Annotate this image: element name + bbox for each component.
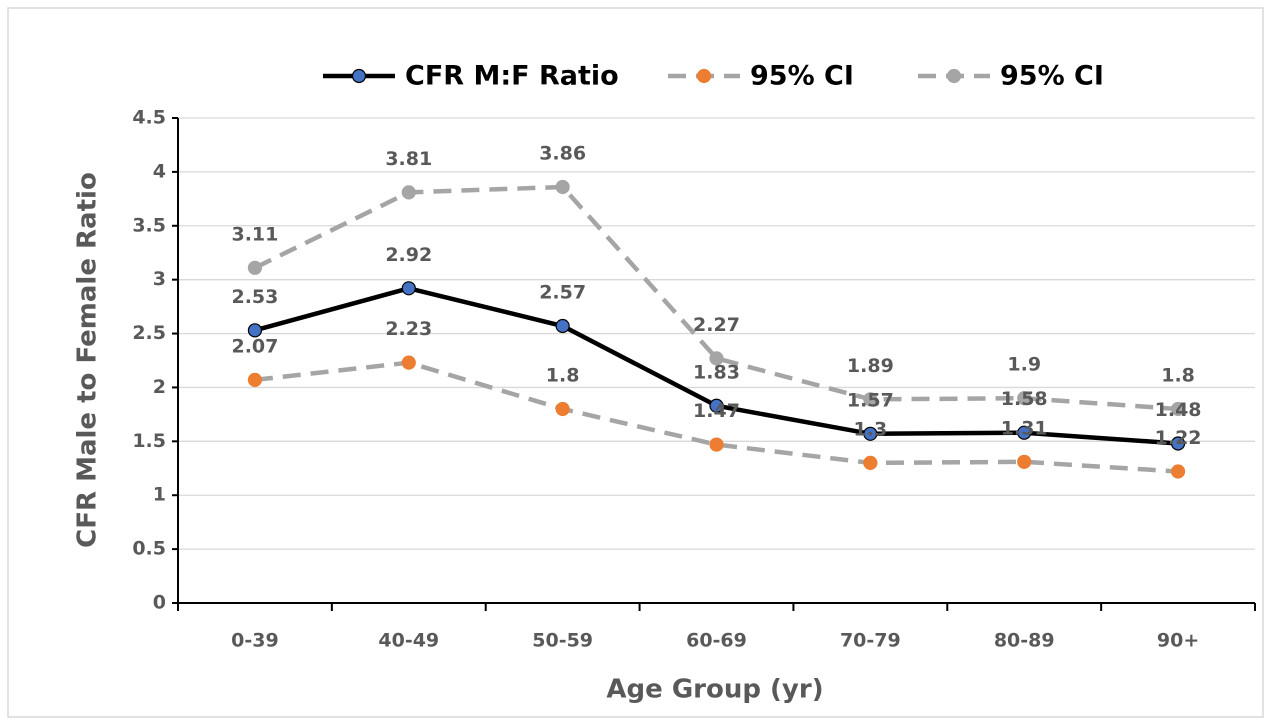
y-tick-label: 3.5	[132, 214, 166, 236]
marker	[709, 398, 724, 413]
data-label: 1.8	[546, 365, 580, 387]
y-tick-label: 1.5	[132, 430, 166, 452]
x-tick-label: 50-59	[532, 630, 593, 652]
data-label: 1.58	[1001, 388, 1048, 410]
y-tick-label: 0	[153, 592, 166, 614]
x-tick-label: 80-89	[994, 630, 1055, 652]
y-tick-label: 3	[153, 268, 166, 290]
marker	[401, 185, 416, 200]
marker	[1170, 401, 1186, 417]
data-label: 1.22	[1155, 427, 1202, 449]
marker	[247, 372, 263, 387]
marker	[555, 318, 570, 334]
data-label: 2.53	[231, 286, 278, 308]
x-tick-label: 60-69	[686, 630, 747, 652]
data-label: 1.57	[847, 389, 894, 411]
y-tick-label: 0.5	[132, 538, 166, 560]
marker	[247, 260, 263, 275]
data-label: 2.57	[539, 282, 586, 304]
marker	[401, 281, 416, 296]
data-label: 1.48	[1155, 399, 1202, 421]
y-tick-label: 1	[153, 484, 166, 506]
data-label: 1.8	[1161, 365, 1195, 387]
data-label: 1.31	[1001, 417, 1048, 439]
data-label: 2.23	[385, 318, 432, 340]
marker	[863, 426, 878, 441]
marker	[1017, 391, 1032, 406]
y-axis-title: CFR Male to Female Ratio	[73, 172, 103, 548]
legend-marker	[696, 68, 712, 84]
data-label: 3.81	[385, 148, 432, 170]
x-tick-label: 0-39	[231, 630, 279, 652]
x-tick-label: 90+	[1157, 630, 1199, 652]
marker	[1017, 454, 1032, 469]
marker	[863, 455, 878, 470]
marker	[401, 355, 416, 370]
x-tick-label: 40-49	[378, 630, 439, 652]
marker	[555, 179, 570, 195]
marker	[709, 351, 724, 366]
data-label: 3.86	[539, 142, 586, 164]
data-label: 1.47	[693, 400, 740, 422]
y-tick-label: 4.5	[132, 107, 166, 129]
legend-marker	[946, 68, 962, 84]
x-tick-label: 70-79	[840, 630, 901, 652]
x-axis-title: Age Group (yr)	[606, 675, 823, 705]
data-label: 2.92	[385, 244, 432, 266]
marker	[709, 437, 724, 452]
data-label: 2.27	[693, 314, 740, 336]
marker	[247, 323, 263, 338]
data-label: 1.9	[1007, 354, 1041, 376]
legend-label: 95% CI	[1000, 61, 1104, 92]
data-label: 1.3	[854, 418, 888, 440]
marker	[863, 392, 878, 407]
data-label: 1.89	[847, 355, 894, 377]
marker	[555, 401, 570, 417]
legend-marker	[351, 68, 367, 84]
data-label: 1.83	[693, 361, 740, 383]
legend-label: 95% CI	[750, 61, 854, 92]
y-tick-label: 4	[153, 160, 166, 182]
data-label: 2.07	[231, 335, 278, 357]
marker	[1017, 425, 1032, 440]
y-tick-label: 2.5	[132, 322, 166, 344]
legend-label: CFR M:F Ratio	[405, 61, 619, 92]
marker	[1170, 436, 1186, 451]
data-label: 3.11	[231, 223, 278, 245]
y-tick-label: 2	[153, 376, 166, 398]
marker	[1170, 464, 1186, 479]
